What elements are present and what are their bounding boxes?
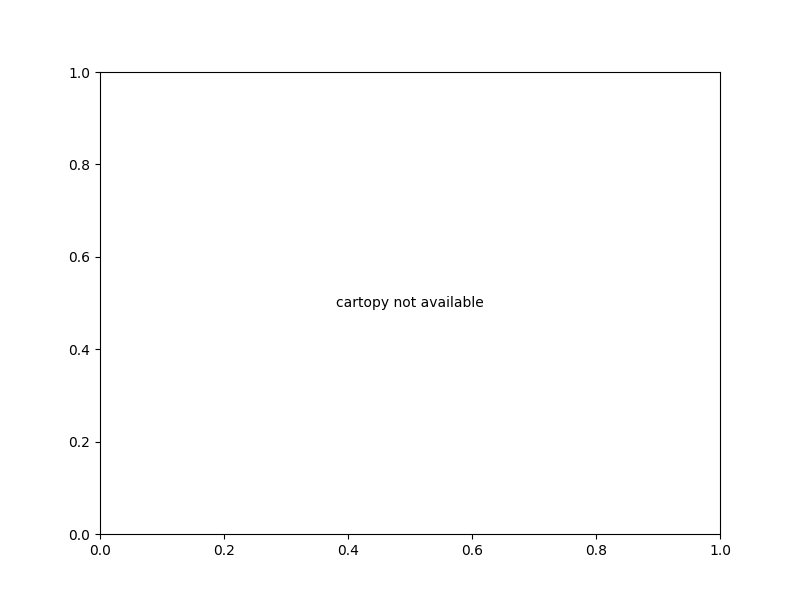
Text: cartopy not available: cartopy not available	[336, 296, 484, 310]
